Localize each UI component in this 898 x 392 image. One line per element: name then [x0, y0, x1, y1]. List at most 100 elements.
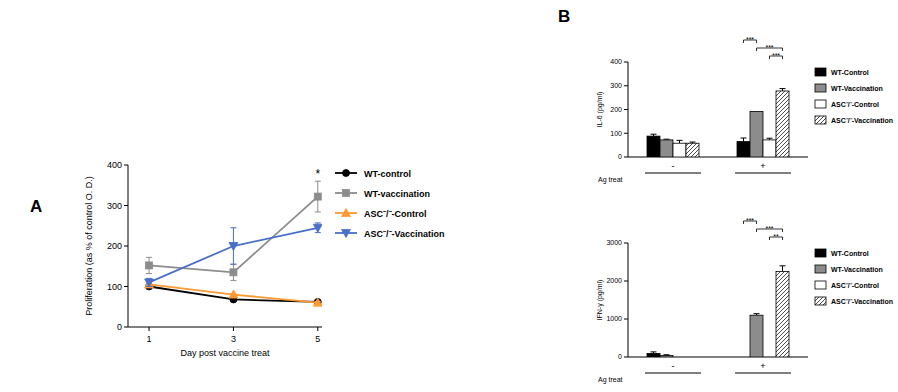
bar: [647, 353, 660, 357]
legend-label: ASC⁻/⁻-Vaccination: [364, 229, 445, 239]
point: [146, 262, 153, 269]
y-tick: [624, 62, 628, 63]
y-tick-label: 200: [107, 241, 122, 251]
x-axis-label: Ag treat: [598, 176, 623, 184]
x-tick-label: -: [672, 161, 675, 171]
point: [229, 290, 238, 298]
group-line: [735, 373, 791, 374]
y-tick-label: 400: [610, 58, 622, 65]
point: [314, 298, 321, 305]
legend-swatch: [815, 100, 826, 108]
y-tick: [624, 109, 628, 110]
y-tick: [624, 157, 628, 158]
error-bar: [741, 138, 747, 142]
plot-area: [647, 266, 789, 357]
legend-label: WT-vaccination: [364, 189, 430, 199]
y-axis-label: IFN-γ (pg/ml): [596, 280, 604, 321]
x-axis-label: Day post vaccine treat: [180, 348, 270, 358]
x-tick-label: -: [672, 361, 675, 371]
y-tick-label: 100: [107, 282, 122, 292]
legend-swatch: [815, 281, 826, 289]
y-tick: [124, 327, 128, 328]
y-tick-label: 1000: [606, 315, 622, 322]
y-tick-label: 2000: [606, 277, 622, 284]
legend-label: ASC⁻/⁻-Control: [364, 209, 427, 219]
legend-label: WT-control: [364, 169, 411, 179]
significance: ***: [765, 225, 773, 232]
x-tick-label: +: [760, 361, 765, 371]
y-tick-label: 0: [618, 153, 622, 160]
y-tick-label: 400: [107, 160, 122, 170]
plot-area: [647, 89, 789, 157]
error-bar: [146, 257, 152, 273]
significance: ***: [765, 44, 773, 51]
y-axis-label: IL-6 (pg/ml): [596, 92, 604, 128]
error-bar: [315, 181, 321, 212]
y-axis-line: [628, 243, 629, 357]
point: [314, 193, 321, 200]
x-tick: [149, 327, 150, 331]
legend-label: WT-Control: [831, 250, 869, 257]
legend-label: ASC⁻/⁻-Control: [831, 282, 879, 289]
panel-label: A: [30, 197, 42, 216]
bar: [686, 143, 699, 157]
point: [313, 224, 322, 232]
bar: [776, 91, 789, 157]
bar: [647, 136, 660, 157]
significance: ***: [772, 52, 780, 59]
x-tick-label: +: [760, 161, 765, 171]
series-line: [149, 228, 318, 283]
figure: 0100200300400135Day post vaccine treatPr…: [0, 0, 898, 392]
x-axis-label: Ag treat: [598, 376, 623, 384]
y-tick-label: 300: [107, 201, 122, 211]
error-bar: [677, 140, 683, 143]
legend-swatch: [815, 297, 826, 305]
legend-marker: [342, 209, 351, 217]
y-tick-label: 0: [117, 322, 122, 332]
bar: [673, 357, 686, 358]
significance: ***: [746, 217, 754, 224]
series-line: [149, 284, 318, 302]
group-line: [645, 373, 701, 374]
bar: [660, 355, 673, 357]
legend-marker: [343, 170, 350, 177]
significance: ***: [746, 36, 754, 43]
x-tick: [317, 327, 318, 331]
legend-swatch: [815, 116, 826, 124]
group-line: [645, 173, 701, 174]
bar: [750, 111, 763, 157]
legend-swatch: [815, 84, 826, 92]
series-line: [149, 197, 318, 273]
bar: [737, 357, 750, 358]
legend-marker: [343, 190, 350, 197]
bar: [776, 272, 789, 358]
significance: *: [315, 167, 320, 181]
bar: [737, 142, 750, 157]
y-axis-label: Proliferation (as % of control O. D.): [84, 176, 94, 316]
bar: [673, 143, 686, 157]
error-bar: [230, 264, 236, 280]
bar: [763, 140, 776, 157]
y-tick: [124, 205, 128, 206]
bar: [686, 357, 699, 358]
legend-label: WT-Control: [831, 69, 869, 76]
y-tick-label: 100: [610, 130, 622, 137]
legend-label: WT-Vaccination: [831, 85, 883, 92]
bar: [763, 357, 776, 358]
y-tick-label: 200: [610, 106, 622, 113]
group-line: [735, 173, 791, 174]
x-tick: [233, 327, 234, 331]
y-tick: [624, 281, 628, 282]
bar: [660, 140, 673, 157]
y-tick-label: 0: [618, 353, 622, 360]
point: [230, 269, 237, 276]
legend-marker: [342, 230, 351, 238]
bar: [750, 315, 763, 357]
y-tick: [624, 85, 628, 86]
legend-label: WT-Vaccination: [831, 266, 883, 273]
point: [145, 279, 154, 287]
x-axis-line: [128, 327, 322, 328]
y-tick: [624, 243, 628, 244]
y-tick: [124, 286, 128, 287]
x-tick-label: 3: [231, 334, 236, 344]
